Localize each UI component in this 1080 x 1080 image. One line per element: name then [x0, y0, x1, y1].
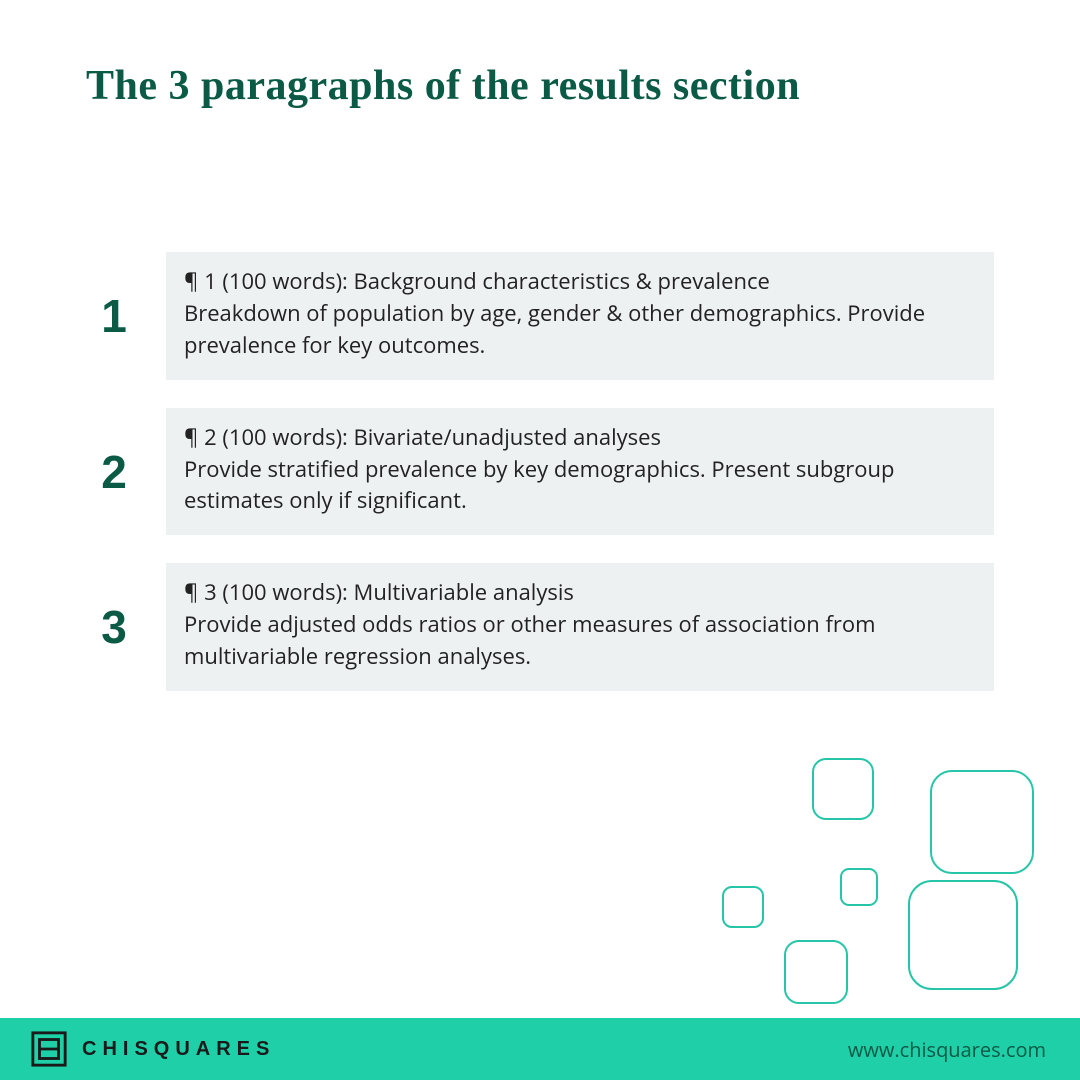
- item-box-1: ¶ 1 (100 words): Background characterist…: [166, 252, 994, 380]
- item-box-2: ¶ 2 (100 words): Bivariate/unadjusted an…: [166, 408, 994, 536]
- decor-square: [908, 880, 1018, 990]
- decor-square: [930, 770, 1034, 874]
- list-item: 1 ¶ 1 (100 words): Background characteri…: [86, 252, 994, 380]
- footer: CHISQUARES www.chisquares.com: [0, 1018, 1080, 1080]
- items-list: 1 ¶ 1 (100 words): Background characteri…: [86, 252, 994, 691]
- item-body: Provide adjusted odds ratios or other me…: [184, 609, 976, 673]
- brand-logo: CHISQUARES: [30, 1030, 275, 1068]
- item-number-1: 1: [86, 289, 142, 343]
- decor-square: [812, 758, 874, 820]
- list-item: 2 ¶ 2 (100 words): Bivariate/unadjusted …: [86, 408, 994, 536]
- item-heading: ¶ 2 (100 words): Bivariate/unadjusted an…: [184, 422, 976, 454]
- brand-name: CHISQUARES: [82, 1038, 275, 1061]
- item-heading: ¶ 1 (100 words): Background characterist…: [184, 266, 976, 298]
- decor-square: [784, 940, 848, 1004]
- item-heading: ¶ 3 (100 words): Multivariable analysis: [184, 577, 976, 609]
- footer-url: www.chisquares.com: [848, 1036, 1046, 1063]
- page: The 3 paragraphs of the results section …: [0, 0, 1080, 1080]
- item-number-2: 2: [86, 445, 142, 499]
- decor-square: [722, 886, 764, 928]
- item-body: Breakdown of population by age, gender &…: [184, 298, 976, 362]
- decor-square: [840, 868, 878, 906]
- item-number-3: 3: [86, 600, 142, 654]
- item-box-3: ¶ 3 (100 words): Multivariable analysis …: [166, 563, 994, 691]
- page-title: The 3 paragraphs of the results section: [86, 62, 800, 110]
- item-body: Provide stratified prevalence by key dem…: [184, 454, 976, 518]
- logo-mark-icon: [30, 1030, 68, 1068]
- list-item: 3 ¶ 3 (100 words): Multivariable analysi…: [86, 563, 994, 691]
